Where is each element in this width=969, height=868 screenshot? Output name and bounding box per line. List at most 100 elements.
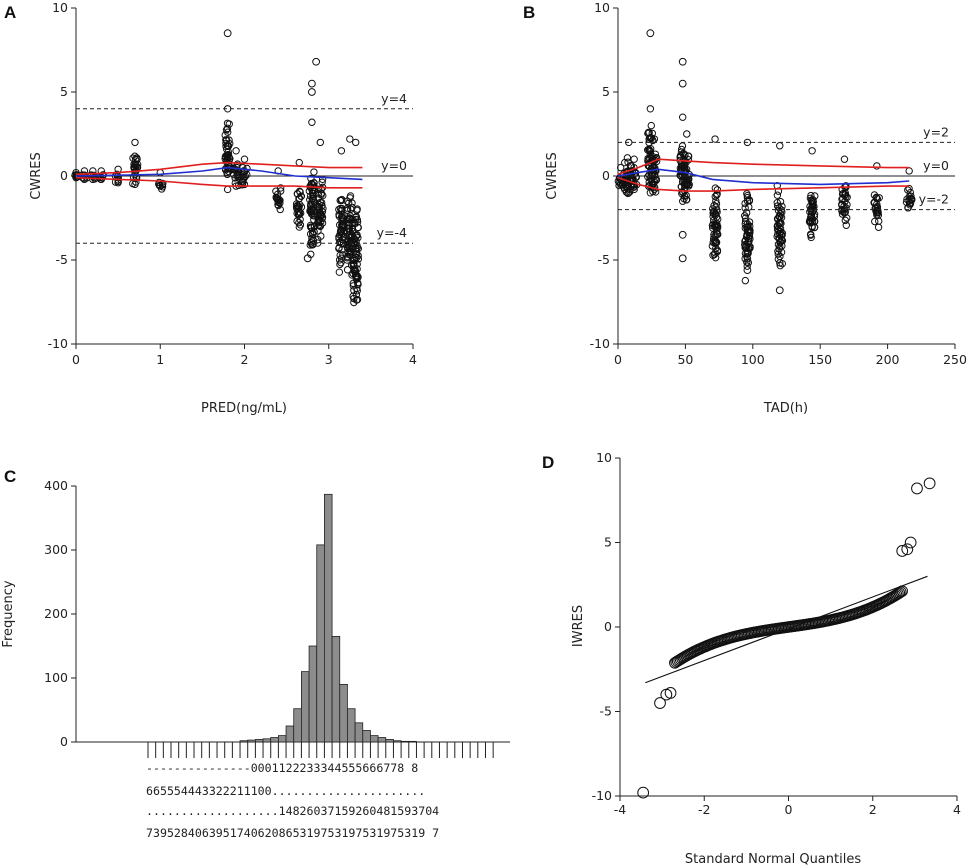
qq-point xyxy=(893,587,906,599)
data-point xyxy=(295,187,304,195)
data-point xyxy=(240,167,248,175)
qq-outlier-point xyxy=(923,477,936,490)
data-point xyxy=(651,164,659,172)
data-point xyxy=(712,229,720,237)
data-point xyxy=(308,205,316,214)
outlier-point xyxy=(678,254,687,263)
data-point xyxy=(223,124,232,133)
histogram-bar xyxy=(277,735,287,743)
data-point xyxy=(130,163,138,171)
data-point xyxy=(743,192,752,200)
histogram-bar xyxy=(377,737,387,743)
data-point xyxy=(155,178,163,187)
qq-outlier-point xyxy=(896,545,909,557)
reference-line-label: y=2 xyxy=(923,124,949,139)
data-point xyxy=(807,191,815,200)
data-point xyxy=(353,231,361,240)
data-point xyxy=(223,185,232,194)
data-point xyxy=(297,192,305,200)
red-smooth-lower xyxy=(75,176,363,189)
y-tick-label: 5 xyxy=(604,535,612,550)
data-point xyxy=(713,230,721,238)
data-point xyxy=(874,223,883,231)
histogram-bar xyxy=(400,740,410,743)
data-point xyxy=(743,231,752,240)
x-tick-label: 150 xyxy=(808,352,832,367)
data-point xyxy=(840,155,849,163)
data-point xyxy=(684,156,693,164)
data-point xyxy=(294,203,302,211)
qq-outlier-point xyxy=(911,482,923,495)
data-point xyxy=(97,167,105,175)
data-point xyxy=(353,274,362,282)
y-tick-label: 0 xyxy=(604,619,612,634)
blue-smooth xyxy=(75,166,363,181)
reference-line-label: y=4 xyxy=(381,91,407,106)
histogram-bar xyxy=(239,740,249,743)
data-point xyxy=(711,192,719,201)
data-point xyxy=(623,154,632,162)
data-point xyxy=(744,234,753,243)
data-point xyxy=(776,242,784,251)
data-point xyxy=(308,118,316,126)
qq-outlier-point xyxy=(664,687,677,699)
data-point xyxy=(907,192,915,200)
data-point xyxy=(343,197,351,205)
data-point xyxy=(335,268,344,276)
data-point xyxy=(743,262,751,270)
outlier-point xyxy=(678,57,687,66)
data-point xyxy=(683,195,691,204)
histogram-bar xyxy=(393,740,402,743)
data-point xyxy=(842,221,850,229)
histogram-bar xyxy=(354,722,364,743)
data-point xyxy=(351,240,359,248)
data-point xyxy=(776,197,785,206)
data-point xyxy=(624,158,632,166)
data-point xyxy=(712,222,721,230)
data-point xyxy=(711,211,719,219)
stem-row-1: ---------------0001122233344555666778 8 xyxy=(146,761,418,775)
qq-point xyxy=(896,585,908,597)
data-point xyxy=(353,287,361,295)
panel-b-xlabel: TAD(h) xyxy=(763,401,808,416)
data-point xyxy=(713,186,722,194)
data-point xyxy=(741,249,750,258)
data-point xyxy=(841,208,850,216)
data-point xyxy=(873,162,881,170)
data-point xyxy=(318,178,326,186)
data-point xyxy=(318,202,326,210)
data-point xyxy=(743,223,751,232)
data-point xyxy=(652,167,660,175)
data-point xyxy=(647,121,655,130)
panel-a-xlabel: PRED(ng/mL) xyxy=(201,401,287,416)
data-point xyxy=(777,206,785,214)
data-point xyxy=(684,152,693,160)
data-point xyxy=(712,197,720,205)
data-point xyxy=(808,147,816,155)
data-point xyxy=(339,220,347,228)
data-point xyxy=(744,258,753,267)
histogram-bar xyxy=(408,740,417,743)
data-point xyxy=(776,227,785,236)
reference-line-label: y=-4 xyxy=(377,225,407,240)
data-point xyxy=(350,238,358,247)
panel-c-ylabel: Frequency xyxy=(1,580,16,647)
x-tick-label: 50 xyxy=(677,352,693,367)
data-point xyxy=(222,126,231,134)
y-tick-label: -5 xyxy=(600,704,612,719)
y-tick-label: -10 xyxy=(592,788,612,803)
data-point xyxy=(681,151,689,159)
data-point xyxy=(353,205,361,213)
data-point xyxy=(232,147,240,155)
stem-row-2: 665554443322211100...................... xyxy=(146,784,425,798)
scatter-points xyxy=(71,29,363,307)
histogram-bar xyxy=(254,739,264,743)
data-point xyxy=(741,204,749,212)
data-point xyxy=(773,199,781,207)
histogram-bar xyxy=(331,636,341,743)
data-point xyxy=(776,259,784,267)
data-point xyxy=(274,197,282,205)
data-point xyxy=(806,194,815,202)
y-tick-label: -5 xyxy=(598,252,610,267)
blue-smooth xyxy=(617,168,910,186)
